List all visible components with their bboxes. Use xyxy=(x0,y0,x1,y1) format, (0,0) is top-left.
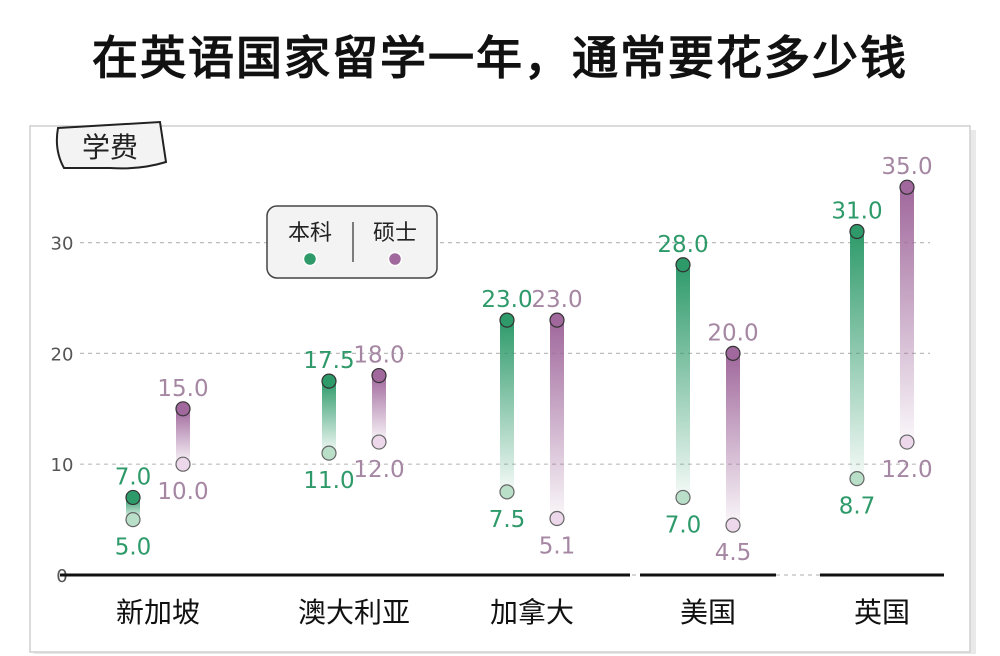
range-bar xyxy=(726,353,740,526)
low-value-label: 11.0 xyxy=(303,468,354,494)
low-marker xyxy=(371,434,387,450)
high-value-label: 7.0 xyxy=(115,464,152,490)
high-value-label: 35.0 xyxy=(881,154,932,180)
high-marker xyxy=(175,401,191,417)
low-value-label: 12.0 xyxy=(881,457,932,483)
range-bar xyxy=(900,187,914,443)
high-value-label: 15.0 xyxy=(157,376,208,402)
high-value-label: 28.0 xyxy=(657,232,708,258)
x-tick-label: 新加坡 xyxy=(116,596,200,629)
low-value-label: 12.0 xyxy=(353,457,404,483)
range-bar xyxy=(850,231,864,479)
x-tick-label: 美国 xyxy=(680,596,736,629)
high-marker xyxy=(499,312,515,328)
low-value-label: 5.0 xyxy=(115,535,152,561)
high-marker xyxy=(371,367,387,384)
legend-label-master: 硕士 xyxy=(373,221,417,246)
high-value-label: 20.0 xyxy=(707,320,758,346)
high-marker xyxy=(321,373,337,389)
range-bar xyxy=(322,381,336,454)
low-marker xyxy=(499,484,515,500)
x-tick-label: 澳大利亚 xyxy=(298,596,410,629)
high-marker xyxy=(549,312,565,328)
range-bar xyxy=(550,320,564,519)
high-value-label: 18.0 xyxy=(353,343,404,369)
low-marker xyxy=(549,510,565,527)
low-value-label: 7.5 xyxy=(489,507,526,533)
low-marker xyxy=(849,471,865,487)
range-bar xyxy=(500,320,514,492)
high-value-label: 23.0 xyxy=(481,287,532,313)
tab-label: 学费 xyxy=(82,131,138,164)
high-marker xyxy=(675,257,691,273)
low-marker xyxy=(175,456,191,472)
low-value-label: 4.5 xyxy=(715,540,752,566)
high-marker xyxy=(125,489,141,506)
legend-marker-undergrad xyxy=(302,251,318,267)
high-marker xyxy=(849,223,865,240)
low-marker xyxy=(725,517,741,533)
high-marker xyxy=(725,345,741,361)
legend-marker-master xyxy=(387,251,403,267)
low-value-label: 7.0 xyxy=(665,512,702,538)
page-title: 在英语国家留学一年，通常要花多少钱 xyxy=(92,31,908,85)
legend-label-undergrad: 本科 xyxy=(288,221,332,246)
low-marker xyxy=(125,511,141,528)
y-tick-label: 30 xyxy=(51,234,74,255)
y-tick-label: 20 xyxy=(51,344,74,365)
high-value-label: 31.0 xyxy=(831,199,882,225)
low-value-label: 5.1 xyxy=(539,533,576,559)
high-marker xyxy=(899,179,915,195)
x-tick-label: 加拿大 xyxy=(490,596,574,629)
low-value-label: 8.7 xyxy=(839,494,876,520)
y-tick-label: 10 xyxy=(51,455,74,476)
range-bar xyxy=(676,264,690,498)
x-tick-label: 英国 xyxy=(854,596,910,629)
low-marker xyxy=(321,445,337,461)
range-bar xyxy=(372,375,386,443)
low-marker xyxy=(675,489,691,506)
low-value-label: 10.0 xyxy=(157,479,208,505)
high-value-label: 23.0 xyxy=(531,287,582,313)
range-bar xyxy=(176,408,190,465)
tab-shape xyxy=(55,120,168,170)
low-marker xyxy=(899,434,915,450)
high-value-label: 17.5 xyxy=(303,348,354,374)
